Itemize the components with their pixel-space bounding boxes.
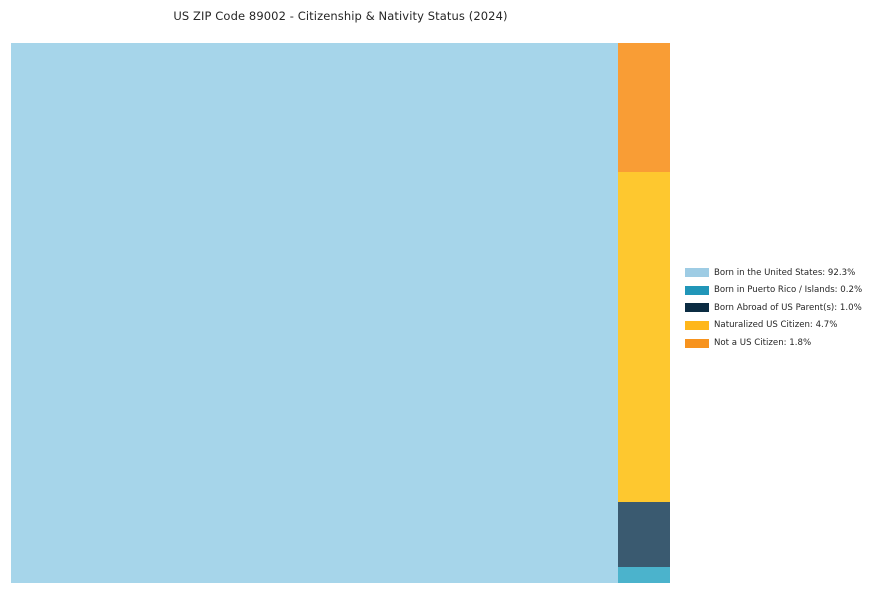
page-title: US ZIP Code 89002 - Citizenship & Nativi… [173,9,508,23]
legend-label-born-in-puerto-rico-islands: Born in Puerto Rico / Islands: 0.2% [714,285,863,296]
legend-swatch-icon-not-a-us-citizen [685,338,709,348]
treemap-cell-not-a-us-citizen[interactable] [617,43,670,173]
treemap-column-secondary [617,43,670,583]
legend-swatch-icon-naturalized-us-citizen [685,321,709,331]
legend-item-not-a-us-citizen[interactable]: Not a US Citizen: 1.8% [685,334,881,352]
treemap-cell-born-in-the-united-states[interactable] [11,43,618,583]
treemap-cell-born-abroad-of-us-parents[interactable] [617,502,670,567]
legend-item-naturalized-us-citizen[interactable]: Naturalized US Citizen: 4.7% [685,317,881,335]
legend-label-not-a-us-citizen: Not a US Citizen: 1.8% [714,337,812,348]
legend-label-born-in-the-united-states: Born in the United States: 92.3% [714,267,856,278]
legend-item-born-in-puerto-rico-islands[interactable]: Born in Puerto Rico / Islands: 0.2% [685,282,881,300]
legend-swatch-icon-born-in-puerto-rico-islands [685,285,709,295]
treemap-cell-naturalized-us-citizen[interactable] [617,172,670,502]
treemap-plot-area [11,43,670,583]
chart-legend: Born in the United States: 92.3% Born in… [685,264,881,352]
legend-item-born-in-the-united-states[interactable]: Born in the United States: 92.3% [685,264,881,282]
legend-swatch-icon-born-abroad-of-us-parents [685,303,709,313]
treemap-column-primary [11,43,618,583]
legend-label-naturalized-us-citizen: Naturalized US Citizen: 4.7% [714,320,838,331]
legend-item-born-abroad-of-us-parents[interactable]: Born Abroad of US Parent(s): 1.0% [685,299,881,317]
legend-swatch-icon-born-in-the-united-states [685,268,709,278]
legend-label-born-abroad-of-us-parents: Born Abroad of US Parent(s): 1.0% [714,302,862,313]
treemap-cell-born-in-puerto-rico-islands[interactable] [617,566,670,583]
